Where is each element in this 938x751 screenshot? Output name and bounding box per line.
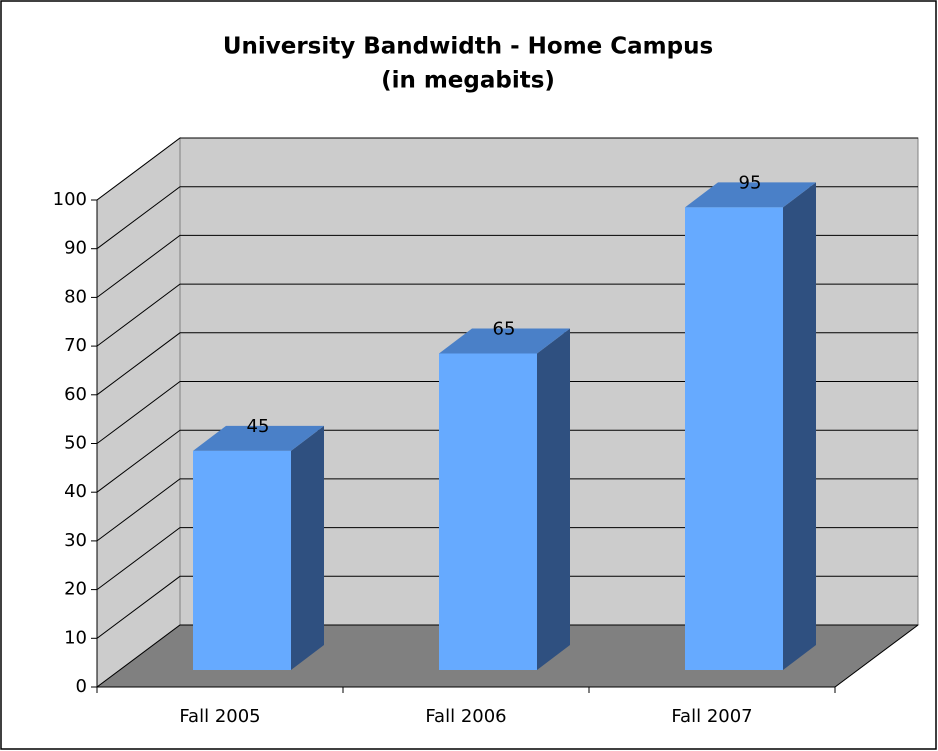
bar bbox=[193, 425, 324, 670]
y-tick-label: 40 bbox=[64, 481, 87, 502]
y-tick-label: 80 bbox=[64, 286, 87, 307]
x-tick-label: Fall 2007 bbox=[671, 706, 752, 727]
bar-front bbox=[193, 450, 291, 670]
y-tick-label: 90 bbox=[64, 238, 87, 259]
y-tick-label: 20 bbox=[64, 579, 87, 600]
bar-top bbox=[439, 328, 570, 354]
grid-line bbox=[96, 332, 918, 396]
bar-side bbox=[783, 182, 816, 670]
bar-top bbox=[193, 425, 324, 451]
y-tick-label: 50 bbox=[64, 433, 87, 454]
y-tick-label: 70 bbox=[64, 335, 87, 356]
bar-side bbox=[537, 328, 570, 670]
grid-line bbox=[96, 429, 918, 493]
grid-line bbox=[96, 527, 918, 591]
grid-line bbox=[96, 137, 918, 201]
grid-line bbox=[96, 575, 918, 639]
bar-front bbox=[685, 207, 783, 670]
bar bbox=[685, 182, 816, 670]
bar-front bbox=[439, 353, 537, 670]
value-label: 95 bbox=[739, 172, 762, 193]
value-label: 45 bbox=[247, 416, 270, 437]
bar-top bbox=[685, 182, 816, 208]
grid-line bbox=[96, 478, 918, 542]
grid-line bbox=[96, 624, 918, 688]
grid-line bbox=[96, 283, 918, 347]
grid-line bbox=[96, 381, 918, 444]
value-label: 65 bbox=[493, 318, 516, 339]
bar-side bbox=[291, 425, 324, 670]
floor-edge bbox=[834, 624, 919, 688]
y-tick-label: 10 bbox=[64, 627, 87, 648]
chart-title: (in megabits) bbox=[381, 68, 555, 94]
y-tick-label: 0 bbox=[76, 676, 87, 697]
y-tick-label: 30 bbox=[64, 530, 87, 551]
y-tick-label: 100 bbox=[53, 189, 87, 210]
x-tick-label: Fall 2006 bbox=[425, 706, 506, 727]
chart-title: University Bandwidth - Home Campus bbox=[223, 34, 713, 60]
x-tick-label: Fall 2005 bbox=[179, 706, 260, 727]
bar bbox=[439, 328, 570, 670]
y-tick-label: 60 bbox=[64, 384, 87, 405]
grid-line bbox=[96, 234, 918, 298]
grid-line bbox=[96, 186, 918, 250]
